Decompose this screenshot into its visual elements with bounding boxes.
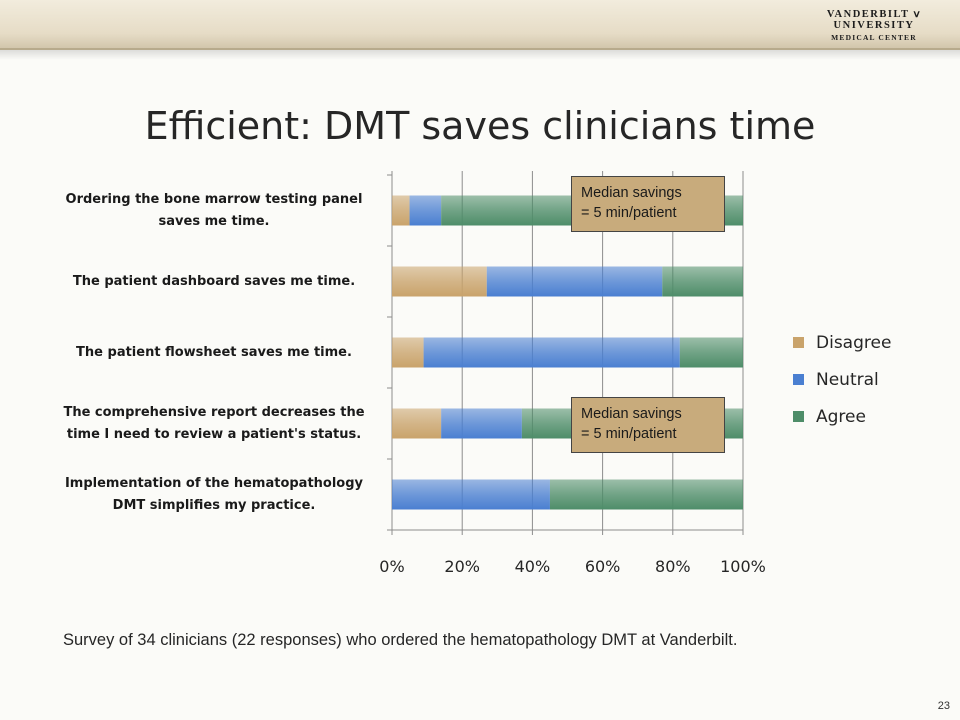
header-bar: [0, 0, 960, 50]
x-tick-label: 80%: [655, 557, 691, 576]
bar-disagree: [392, 337, 424, 368]
university-logo: VANDERBILT ⅴ UNIVERSITY MEDICAL CENTER: [796, 8, 952, 44]
bar-disagree: [392, 266, 487, 297]
bar-neutral: [441, 408, 522, 439]
bar-disagree: [392, 408, 442, 439]
legend-label: Disagree: [816, 332, 892, 353]
category-label: The patient flowsheet saves me time.: [50, 342, 378, 364]
x-tick-label: 100%: [720, 557, 766, 576]
bar-neutral: [409, 195, 442, 226]
category-label-line: Implementation of the hematopathology: [64, 475, 364, 491]
bar-neutral: [486, 266, 663, 297]
bar-agree: [679, 337, 743, 368]
slide-title: Efficient: DMT saves clinicians time: [144, 104, 816, 148]
legend-item-neutral: Neutral: [793, 361, 891, 398]
callout-line: = 5 min/patient: [581, 426, 677, 442]
callout-box: Median savings = 5 min/patient: [571, 397, 725, 453]
logo-main-text: VANDERBILT ⅴ UNIVERSITY: [826, 9, 922, 31]
bar-neutral: [423, 337, 680, 368]
category-label-line: The patient dashboard saves me time.: [72, 273, 356, 289]
category-label-line: The patient flowsheet saves me time.: [76, 344, 352, 360]
callout-line: Median savings: [581, 406, 682, 422]
bar-neutral: [392, 479, 550, 510]
callout-line: Median savings: [581, 185, 682, 201]
bar-agree: [662, 266, 743, 297]
callout-box: Median savings = 5 min/patient: [571, 176, 725, 232]
legend-item-agree: Agree: [793, 398, 891, 435]
legend-swatch: [793, 411, 804, 422]
category-label-line: The comprehensive report decreases the: [63, 404, 365, 420]
x-tick-label: 20%: [444, 557, 480, 576]
callout-line: = 5 min/patient: [581, 205, 677, 221]
category-label-line: time I need to review a patient's status…: [66, 426, 362, 442]
legend-item-disagree: Disagree: [793, 324, 891, 361]
x-tick-label: 60%: [585, 557, 621, 576]
category-label: Implementation of the hematopathology DMT…: [50, 473, 378, 517]
bar-agree: [549, 479, 743, 510]
legend-label: Neutral: [816, 369, 879, 390]
category-label: Ordering the bone marrow testing panel sa…: [50, 189, 378, 233]
header-shadow: [0, 50, 960, 60]
category-label-line: saves me time.: [158, 213, 270, 229]
legend-swatch: [793, 337, 804, 348]
bar-disagree: [392, 195, 410, 226]
category-label-line: Ordering the bone marrow testing panel: [65, 191, 363, 207]
x-tick-label: 0%: [379, 557, 404, 576]
legend-swatch: [793, 374, 804, 385]
logo-sub-text: MEDICAL CENTER: [831, 33, 917, 42]
legend-label: Agree: [816, 406, 866, 427]
category-label: The patient dashboard saves me time.: [50, 271, 378, 293]
page-number: 23: [937, 700, 950, 712]
x-tick-label: 40%: [515, 557, 551, 576]
chart-legend: Disagree Neutral Agree: [793, 324, 891, 435]
category-label: The comprehensive report decreases the ti…: [50, 402, 378, 446]
survey-note: Survey of 34 clinicians (22 responses) w…: [63, 631, 738, 649]
category-label-line: DMT simplifies my practice.: [112, 497, 316, 513]
